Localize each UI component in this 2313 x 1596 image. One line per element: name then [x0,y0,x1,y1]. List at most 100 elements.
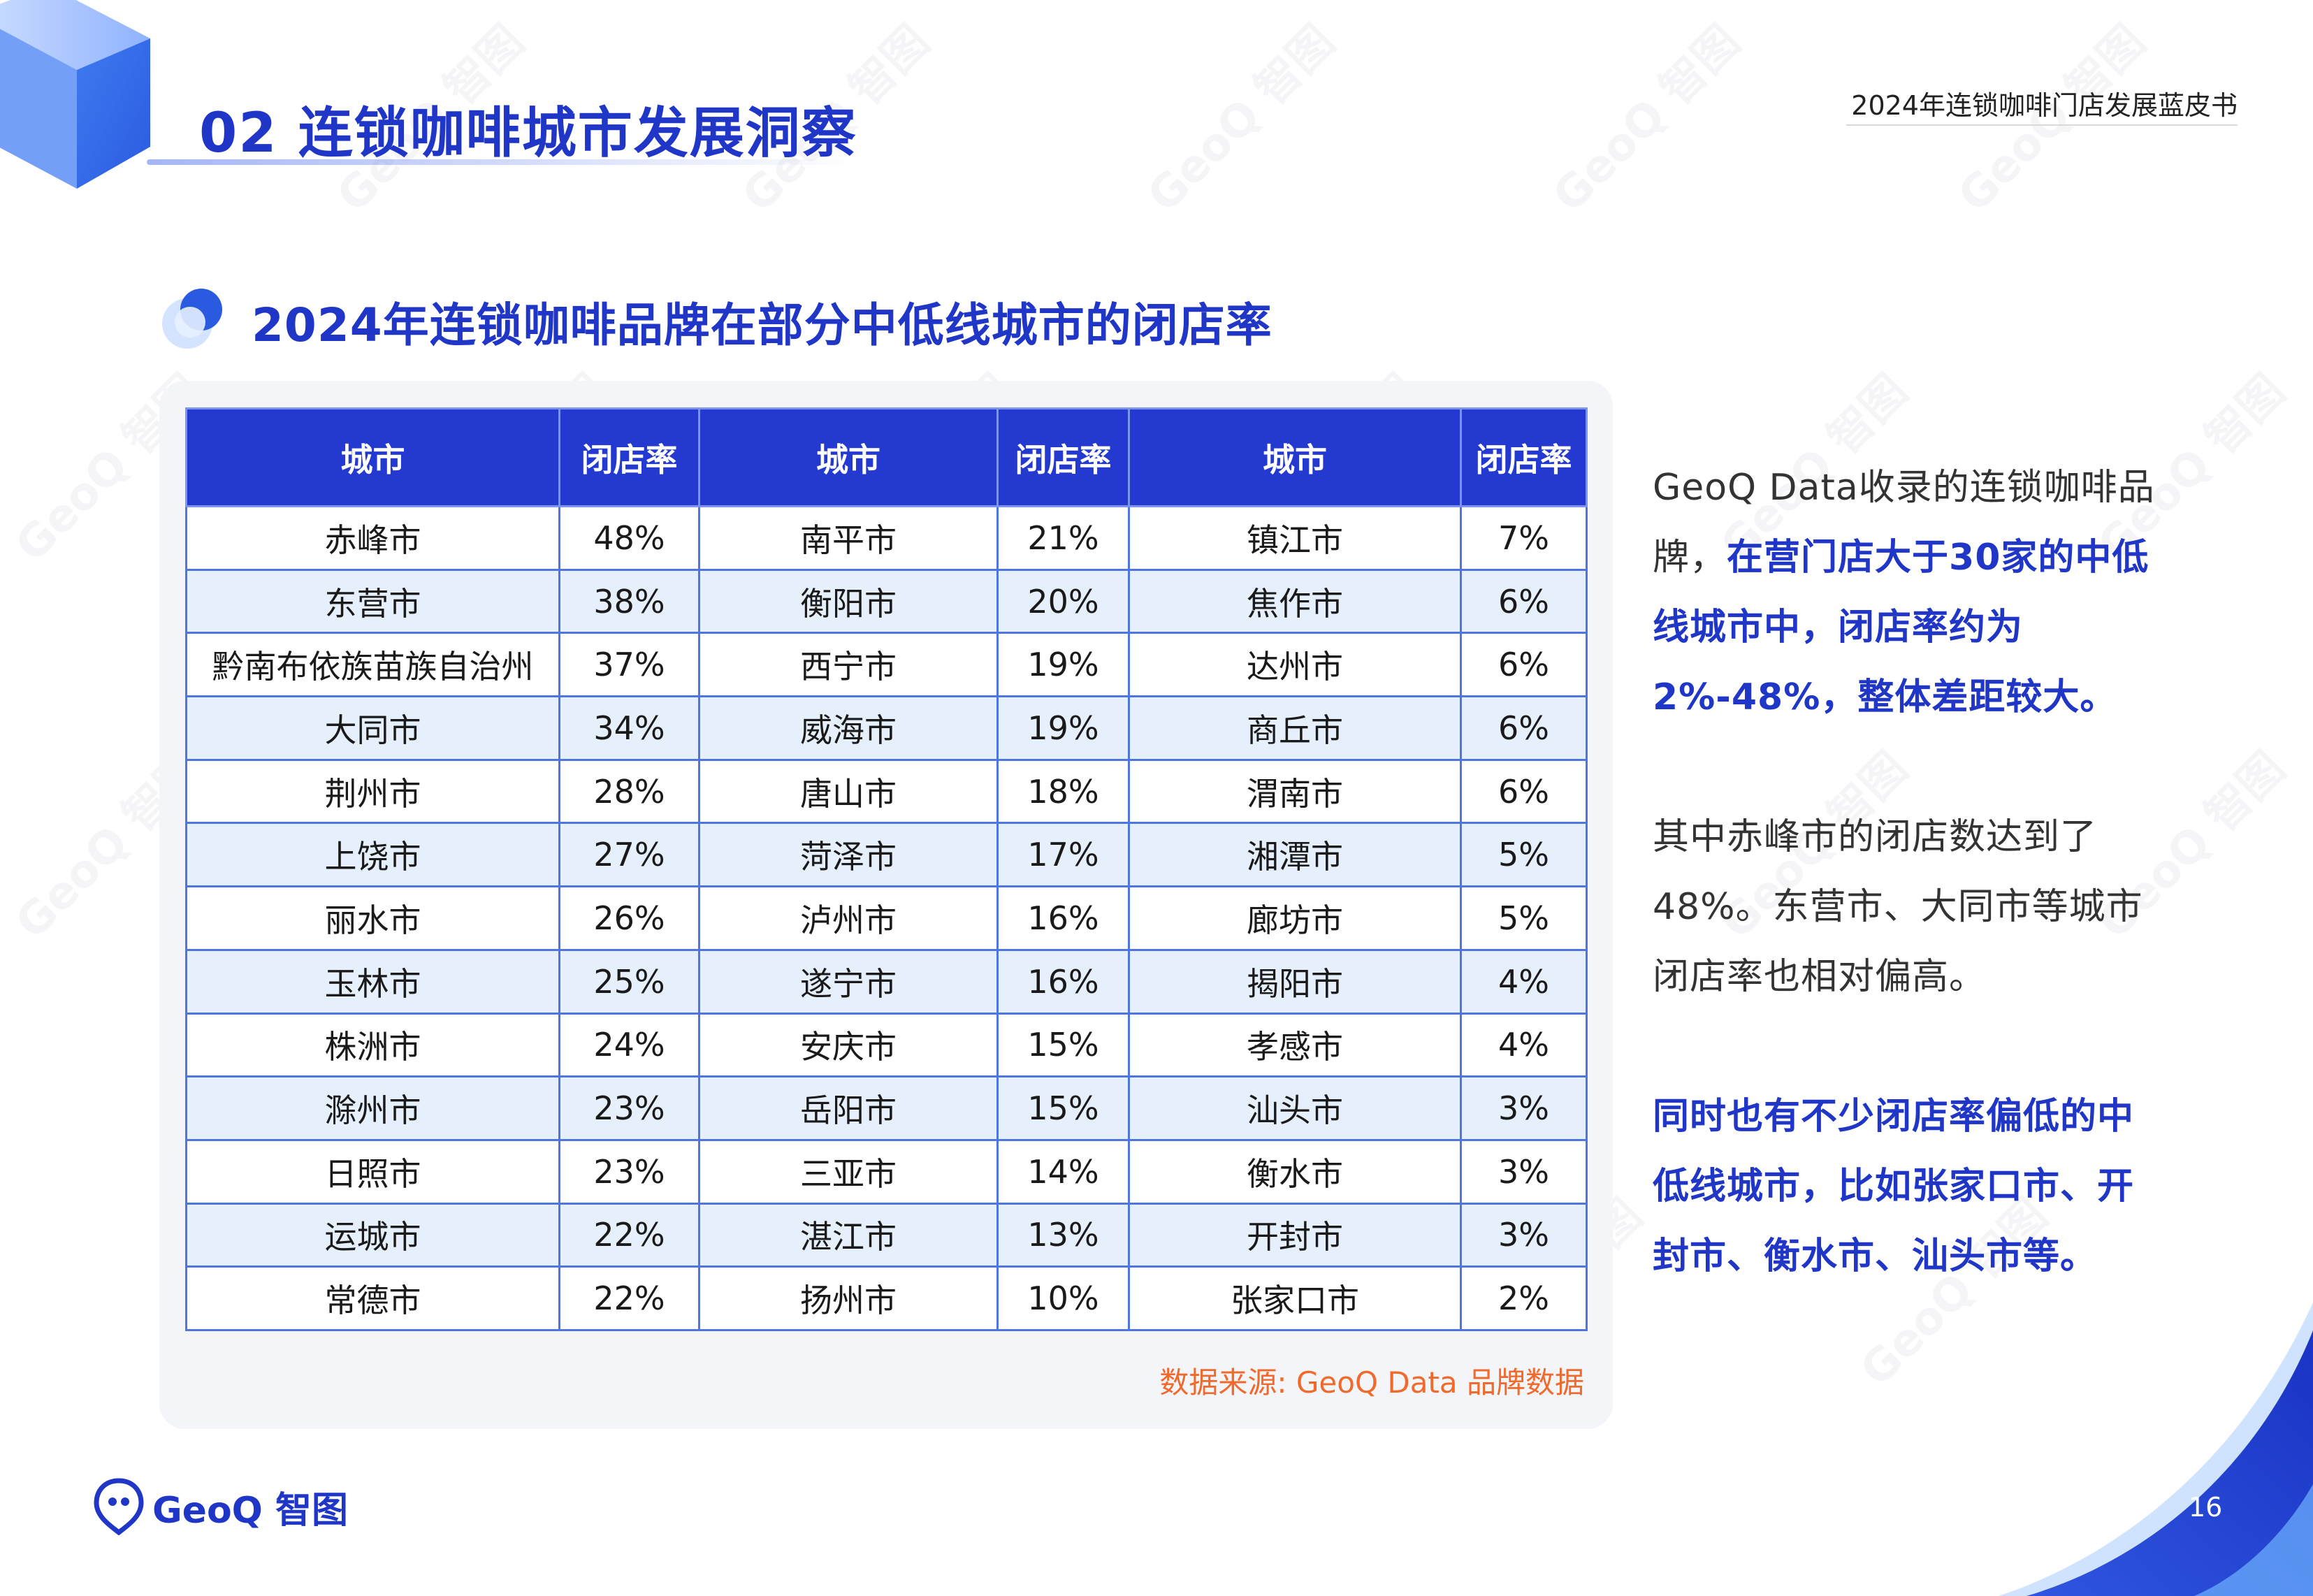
rate-cell: 23% [558,1138,700,1205]
rate-cell: 15% [996,1012,1130,1078]
rate-cell: 19% [996,695,1130,761]
rate-cell: 4% [1460,1012,1588,1078]
city-cell: 安庆市 [698,1012,999,1078]
column-header-rate: 闭店率 [1460,407,1588,507]
report-title-divider [1846,124,2238,126]
table-row: 玉林市 25% 遂宁市 16% 揭阳市 4% [185,948,1588,1015]
rate-cell: 22% [558,1202,700,1268]
decorative-cube-icon [0,0,150,189]
city-cell: 株洲市 [185,1012,560,1078]
city-cell: 岳阳市 [698,1075,999,1141]
column-header-city: 城市 [698,407,999,507]
rate-cell: 6% [1460,568,1588,634]
city-cell: 湛江市 [698,1202,999,1268]
table-row: 滁州市 23% 岳阳市 15% 汕头市 3% [185,1075,1588,1141]
rate-cell: 3% [1460,1075,1588,1141]
column-header-city: 城市 [1128,407,1462,507]
commentary-paragraph-2: 其中赤峰市的闭店数达到了48%。东营市、大同市等城市闭店率也相对偏高。 [1653,816,2143,998]
city-cell: 衡水市 [1128,1138,1462,1205]
commentary-text: GeoQ Data收录的连锁咖啡品牌， [1653,467,2155,579]
rate-cell: 19% [996,632,1130,698]
city-cell: 运城市 [185,1202,560,1268]
rate-cell: 7% [1460,505,1588,571]
city-cell: 菏泽市 [698,822,999,888]
rate-cell: 6% [1460,632,1588,698]
city-cell: 丽水市 [185,885,560,951]
bullet-icon [162,289,222,349]
city-cell: 商丘市 [1128,695,1462,761]
city-cell: 南平市 [698,505,999,571]
rate-cell: 26% [558,885,700,951]
city-cell: 赤峰市 [185,505,560,571]
city-cell: 渭南市 [1128,758,1462,825]
rate-cell: 14% [996,1138,1130,1205]
commentary-paragraph-3: 同时也有不少闭店率偏低的中低线城市，比如张家口市、开封市、衡水市、汕头市等。 [1653,1096,2135,1277]
city-cell: 玉林市 [185,948,560,1015]
commentary-highlight: 在营门店大于30家的中低线城市中，闭店率约为2%-48%，整体差距较大。 [1653,537,2149,718]
table-row: 常德市 22% 扬州市 10% 张家口市 2% [185,1265,1588,1331]
section-title: 02 连锁咖啡城市发展洞察 [199,102,857,165]
rate-cell: 25% [558,948,700,1015]
city-cell: 日照市 [185,1138,560,1205]
rate-cell: 16% [996,948,1130,1015]
rate-cell: 15% [996,1075,1130,1141]
table-subtitle: 2024年连锁咖啡品牌在部分中低线城市的闭店率 [252,298,1272,352]
city-cell: 遂宁市 [698,948,999,1015]
city-cell: 焦作市 [1128,568,1462,634]
rate-cell: 38% [558,568,700,634]
city-cell: 张家口市 [1128,1265,1462,1331]
city-cell: 东营市 [185,568,560,634]
rate-cell: 27% [558,822,700,888]
commentary-paragraph-1: GeoQ Data收录的连锁咖啡品牌，在营门店大于30家的中低线城市中，闭店率约… [1653,453,2170,732]
rate-cell: 6% [1460,758,1588,825]
rate-cell: 37% [558,632,700,698]
rate-cell: 23% [558,1075,700,1141]
city-cell: 三亚市 [698,1138,999,1205]
rate-cell: 5% [1460,885,1588,951]
title-underline [147,159,860,165]
rate-cell: 34% [558,695,700,761]
table-row: 东营市 38% 衡阳市 20% 焦作市 6% [185,568,1588,634]
rate-cell: 21% [996,505,1130,571]
city-cell: 威海市 [698,695,999,761]
rate-cell: 2% [1460,1265,1588,1331]
city-cell: 开封市 [1128,1202,1462,1268]
city-cell: 达州市 [1128,632,1462,698]
rate-cell: 28% [558,758,700,825]
rate-cell: 16% [996,885,1130,951]
city-cell: 镇江市 [1128,505,1462,571]
page-number: 16 [2189,1492,2223,1523]
city-cell: 常德市 [185,1265,560,1331]
column-header-city: 城市 [185,407,560,507]
column-header-rate: 闭店率 [558,407,700,507]
city-cell: 大同市 [185,695,560,761]
table-row: 大同市 34% 威海市 19% 商丘市 6% [185,695,1588,761]
city-cell: 泸州市 [698,885,999,951]
rate-cell: 3% [1460,1202,1588,1268]
logo-text: GeoQ 智图 [152,1489,348,1532]
logo-pin-icon [94,1478,144,1535]
rate-cell: 24% [558,1012,700,1078]
city-cell: 唐山市 [698,758,999,825]
city-cell: 揭阳市 [1128,948,1462,1015]
table-row: 黔南布依族苗族自治州 37% 西宁市 19% 达州市 6% [185,632,1588,698]
rate-cell: 4% [1460,948,1588,1015]
rate-cell: 18% [996,758,1130,825]
city-cell: 上饶市 [185,822,560,888]
column-header-rate: 闭店率 [996,407,1130,507]
rate-cell: 5% [1460,822,1588,888]
watermark: GeoQ 智图 [1138,15,1345,223]
rate-cell: 22% [558,1265,700,1331]
watermark: GeoQ 智图 [1543,15,1750,223]
city-cell: 汕头市 [1128,1075,1462,1141]
city-cell: 廊坊市 [1128,885,1462,951]
closure-rate-table: 城市 闭店率 城市 闭店率 城市 闭店率 赤峰市 48% 南平市 21% 镇江市 7%… [185,407,1588,1331]
city-cell: 西宁市 [698,632,999,698]
city-cell: 荆州市 [185,758,560,825]
table-row: 上饶市 27% 菏泽市 17% 湘潭市 5% [185,822,1588,888]
city-cell: 衡阳市 [698,568,999,634]
rate-cell: 48% [558,505,700,571]
data-source-note: 数据来源: GeoQ Data 品牌数据 [1159,1365,1584,1400]
geoq-logo: GeoQ 智图 [92,1478,348,1535]
rate-cell: 20% [996,568,1130,634]
